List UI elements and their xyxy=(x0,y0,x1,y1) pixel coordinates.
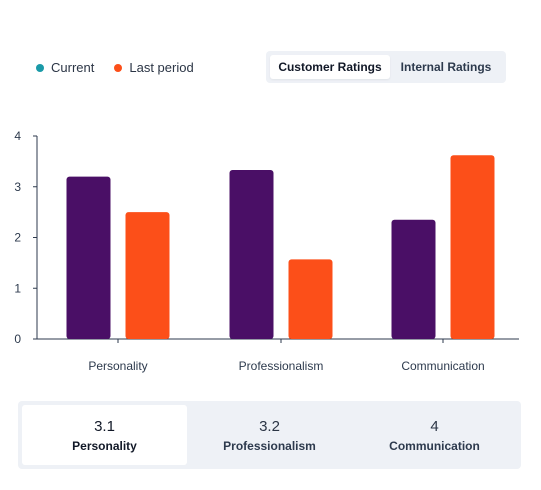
legend-label-last-period: Last period xyxy=(129,60,194,75)
legend-dot-last-period xyxy=(114,63,123,72)
bar-current-communication xyxy=(391,219,436,339)
y-tick-label: 3 xyxy=(14,180,21,194)
y-tick-label: 0 xyxy=(14,332,21,346)
legend-item-last-period[interactable]: Last period xyxy=(114,60,194,75)
summary-label: Communication xyxy=(389,438,480,453)
x-tick-label: Personality xyxy=(88,359,147,373)
summary-item-communication[interactable]: 4 Communication xyxy=(352,405,517,465)
header-row: Current Last period Customer Ratings Int… xyxy=(0,0,541,110)
bar-chart: 0 1 2 3 4 Personality Professionalism Communica… xyxy=(0,120,541,390)
bar-current-professionalism xyxy=(229,170,274,339)
chart-legend: Current Last period xyxy=(36,60,214,75)
y-tick-label: 4 xyxy=(14,129,21,143)
bar-current-personality xyxy=(66,176,111,339)
summary-label: Personality xyxy=(72,438,137,453)
bar-last-period-personality xyxy=(125,212,170,339)
summary-item-personality[interactable]: 3.1 Personality xyxy=(22,405,187,465)
y-tick-label: 2 xyxy=(14,231,21,245)
summary-value: 4 xyxy=(430,417,439,435)
y-tick-label: 1 xyxy=(14,281,21,295)
summary-switcher: 3.1 Personality 3.2 Professionalism 4 Co… xyxy=(18,401,521,469)
bar-last-period-communication xyxy=(450,155,495,339)
x-tick-label: Professionalism xyxy=(239,359,324,373)
tab-customer-ratings[interactable]: Customer Ratings xyxy=(270,55,390,79)
tab-internal-ratings[interactable]: Internal Ratings xyxy=(400,60,492,74)
x-tick-label: Communication xyxy=(401,359,484,373)
legend-dot-current xyxy=(36,63,44,72)
legend-item-current[interactable]: Current xyxy=(36,60,94,75)
summary-value: 3.2 xyxy=(259,417,280,435)
bar-last-period-professionalism xyxy=(288,259,333,339)
ratings-tab-switcher: Customer Ratings Internal Ratings xyxy=(266,51,506,83)
summary-label: Professionalism xyxy=(223,438,316,453)
summary-item-professionalism[interactable]: 3.2 Professionalism xyxy=(187,405,352,465)
legend-label-current: Current xyxy=(51,60,95,75)
summary-value: 3.1 xyxy=(94,417,115,435)
